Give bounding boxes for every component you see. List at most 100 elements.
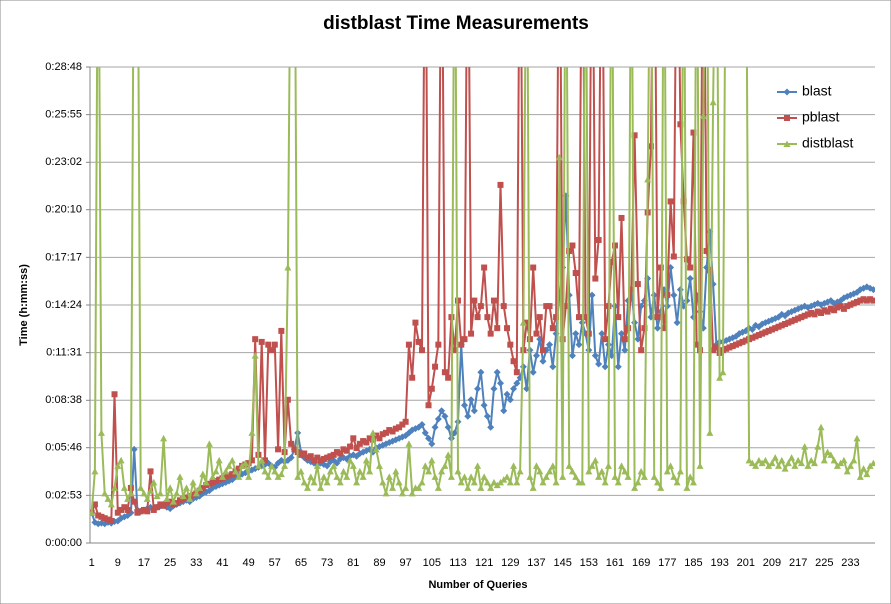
data-point bbox=[686, 473, 694, 480]
data-point bbox=[644, 175, 652, 183]
data-point bbox=[496, 379, 504, 387]
data-point bbox=[350, 435, 357, 442]
data-point bbox=[634, 281, 641, 288]
data-point bbox=[860, 465, 868, 472]
data-point bbox=[428, 385, 435, 392]
data-point bbox=[258, 338, 265, 345]
data-point bbox=[160, 502, 167, 509]
data-point bbox=[163, 495, 171, 502]
data-point bbox=[134, 509, 141, 516]
data-point bbox=[385, 473, 393, 480]
data-point bbox=[268, 462, 276, 469]
data-point bbox=[98, 513, 105, 520]
data-point bbox=[218, 473, 226, 480]
data-point bbox=[160, 434, 168, 442]
data-point bbox=[458, 341, 465, 348]
data-point bbox=[494, 325, 501, 332]
data-point bbox=[215, 456, 223, 464]
data-point bbox=[634, 478, 642, 486]
data-point bbox=[464, 412, 472, 420]
data-point bbox=[706, 429, 714, 436]
data-point bbox=[451, 429, 459, 437]
data-point bbox=[395, 478, 403, 486]
data-point bbox=[778, 456, 786, 464]
data-point bbox=[275, 446, 282, 453]
data-point bbox=[114, 509, 121, 516]
data-point bbox=[206, 480, 213, 487]
data-point bbox=[748, 326, 756, 334]
data-point bbox=[425, 467, 433, 475]
data-point bbox=[333, 459, 341, 467]
data-point bbox=[333, 473, 341, 480]
data-point bbox=[330, 462, 338, 469]
data-point bbox=[261, 467, 269, 475]
data-point bbox=[412, 319, 419, 326]
data-point bbox=[130, 445, 138, 453]
x-tick-label: 49 bbox=[243, 557, 255, 569]
data-point bbox=[798, 314, 805, 321]
data-point bbox=[716, 374, 724, 381]
x-tick-label: 105 bbox=[423, 557, 441, 569]
data-point bbox=[297, 467, 305, 475]
y-tick-label: 0:05:46 bbox=[45, 442, 82, 454]
data-point bbox=[232, 467, 240, 475]
data-point bbox=[117, 456, 125, 464]
data-point bbox=[507, 341, 514, 348]
data-point bbox=[817, 423, 825, 431]
data-point bbox=[647, 143, 654, 150]
data-point bbox=[248, 457, 255, 464]
legend-marker bbox=[783, 140, 791, 147]
data-point bbox=[301, 450, 308, 457]
data-point bbox=[304, 454, 311, 461]
data-point bbox=[546, 341, 554, 349]
data-point bbox=[418, 347, 425, 354]
data-point bbox=[101, 515, 108, 522]
data-point bbox=[376, 435, 383, 442]
data-point bbox=[532, 462, 540, 469]
data-point bbox=[379, 478, 387, 486]
data-point bbox=[500, 407, 508, 415]
x-tick-label: 225 bbox=[815, 557, 833, 569]
data-point bbox=[703, 248, 710, 255]
data-point bbox=[490, 297, 497, 304]
data-point bbox=[199, 484, 206, 491]
x-tick-label: 145 bbox=[553, 557, 571, 569]
data-point bbox=[386, 427, 393, 434]
x-tick-label: 9 bbox=[115, 557, 121, 569]
data-point bbox=[510, 385, 518, 393]
data-point bbox=[153, 492, 161, 500]
data-point bbox=[641, 325, 648, 332]
data-point bbox=[601, 363, 609, 371]
data-point bbox=[749, 334, 756, 341]
data-point bbox=[572, 330, 580, 338]
data-point bbox=[513, 478, 521, 486]
data-point bbox=[821, 307, 828, 314]
data-point bbox=[235, 473, 243, 480]
data-point bbox=[326, 467, 334, 475]
data-point bbox=[516, 467, 524, 475]
data-point bbox=[337, 450, 344, 457]
y-axis-title: Time (h:mm:ss) bbox=[18, 264, 30, 346]
data-point bbox=[598, 330, 606, 338]
data-point bbox=[510, 462, 518, 469]
data-point bbox=[304, 484, 312, 491]
data-point bbox=[347, 443, 354, 450]
data-point bbox=[765, 462, 773, 469]
data-point bbox=[202, 478, 210, 486]
data-point bbox=[421, 429, 429, 437]
data-point bbox=[225, 462, 233, 469]
data-point bbox=[618, 462, 626, 469]
data-point bbox=[552, 478, 560, 486]
data-point bbox=[801, 443, 809, 450]
data-point bbox=[755, 332, 762, 339]
data-point bbox=[284, 264, 292, 271]
data-point bbox=[461, 401, 469, 409]
data-point bbox=[811, 311, 818, 318]
data-point bbox=[405, 440, 413, 447]
data-point bbox=[830, 456, 838, 464]
data-point bbox=[425, 434, 433, 442]
data-point bbox=[104, 516, 111, 523]
x-tick-label: 153 bbox=[580, 557, 598, 569]
data-point bbox=[618, 214, 625, 221]
data-point bbox=[212, 467, 220, 475]
